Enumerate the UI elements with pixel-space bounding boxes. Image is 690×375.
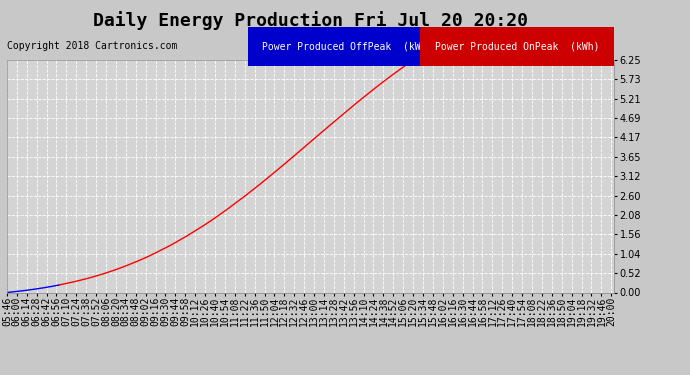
Text: Copyright 2018 Cartronics.com: Copyright 2018 Cartronics.com bbox=[7, 41, 177, 51]
Text: Daily Energy Production Fri Jul 20 20:20: Daily Energy Production Fri Jul 20 20:20 bbox=[93, 11, 528, 30]
Text: Power Produced OnPeak  (kWh): Power Produced OnPeak (kWh) bbox=[435, 41, 599, 51]
Text: Power Produced OffPeak  (kWh): Power Produced OffPeak (kWh) bbox=[262, 41, 433, 51]
